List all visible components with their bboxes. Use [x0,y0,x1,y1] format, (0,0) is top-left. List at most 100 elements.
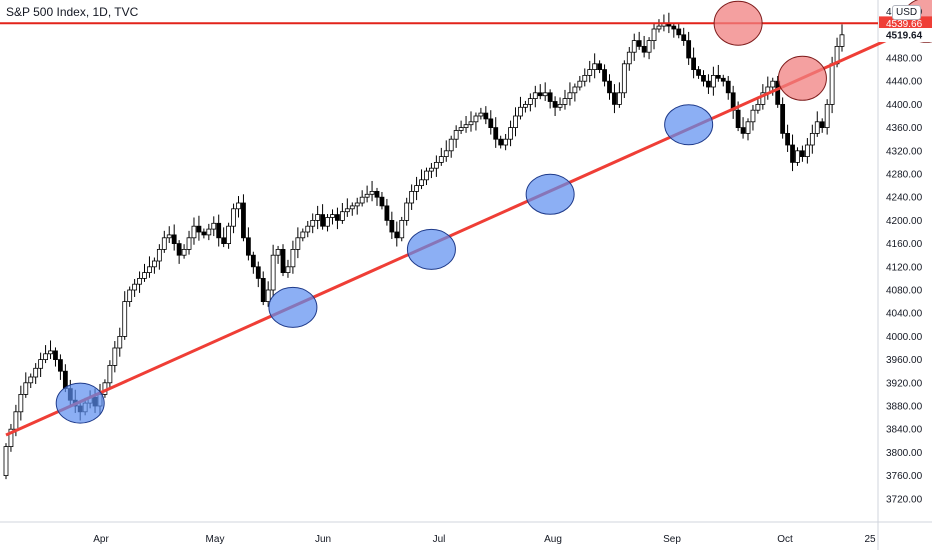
x-tick-label: May [206,534,225,545]
candle-body [646,40,652,53]
candle-body [295,237,301,250]
candle-body [132,283,138,291]
candle-body [597,63,603,70]
x-tick-label: Jul [433,534,446,545]
candle-body [369,190,375,195]
candle-body [43,353,48,360]
candle-body [532,92,538,100]
candle-body [399,219,405,239]
y-axis: 3720.00 3760.00 3800.00 3840.00 3880.00 3920.… [879,7,932,505]
candle-body [8,428,14,448]
candle-body [231,208,236,227]
candle-body [270,254,276,291]
y-tick-label: 4400.00 [886,100,923,111]
candle-body [429,167,434,172]
candle-body [706,80,711,88]
y-tick-label: 3920.00 [886,378,923,389]
candle-body [349,205,355,210]
candle-body [790,144,795,163]
candle-body [814,121,820,134]
candle-body [542,92,548,97]
candle-body [819,121,825,129]
y-tick-label: 3800.00 [886,448,923,459]
candle-body [315,214,321,221]
candle-body [607,80,612,94]
candle-body [107,364,113,384]
candle-body [795,150,800,163]
trend-line [5,18,932,437]
candle-body [740,127,746,134]
candle-body [419,179,424,187]
candle-body [557,104,563,108]
support-touch-circle [55,382,105,424]
candle-body [260,277,266,302]
candle-body [785,132,790,146]
candle-body [161,237,167,250]
candle-body [513,115,518,129]
candle-body [147,266,152,273]
candle-body [33,367,39,378]
candle-body [236,202,241,210]
candle-body [582,75,588,82]
support-touch-circle [406,228,456,270]
candle-body [755,104,761,111]
candle-body [320,214,325,227]
candle-body [216,222,222,239]
candle-body [344,208,350,213]
candle-body [498,138,504,146]
y-tick-label: 4440.00 [886,77,923,88]
y-tick-label: 4280.00 [886,170,923,181]
candle-body [122,301,128,337]
candle-body [691,57,696,70]
candle-body [473,115,479,123]
candle-body [602,69,607,82]
candle-body [458,127,464,131]
candle-body [587,69,593,76]
last-price-label: 4519.64 [886,31,923,42]
candle-body [414,185,419,192]
candle-body [735,109,741,128]
candle-body [404,202,410,221]
candle-body [339,211,345,221]
candle-body [567,92,573,100]
candle-body [186,237,192,250]
candle-body [508,127,513,140]
candle-body [537,92,543,97]
candle-body [725,80,731,94]
candle-body [527,98,533,105]
x-tick-label: Aug [544,534,562,545]
candle-body [656,25,662,30]
candle-body [626,51,632,65]
candle-body [335,214,340,221]
y-tick-label: 4240.00 [886,193,923,204]
candle-body [310,219,316,227]
candle-body [547,92,553,102]
currency-badge[interactable]: USD [892,5,922,20]
candle-body [631,40,637,53]
x-axis: Apr May Jun Jul Aug Sep Oct 25 [93,534,876,545]
candle-body [112,347,118,366]
y-tick-label: 3960.00 [886,355,923,366]
candle-body [191,225,197,239]
candle-body [166,234,172,239]
resistance-price-label: 4539.66 [886,19,923,30]
candle-body [300,231,306,239]
y-tick-label: 3840.00 [886,425,923,436]
candle-body [3,446,9,477]
x-tick-label: 25 [864,534,876,545]
candle-body [255,266,261,279]
last-price-tag [879,28,932,43]
candle-body [681,34,687,41]
candle-body [453,130,459,140]
candle-body [720,77,726,82]
candle-body [206,228,212,236]
candle-body [152,260,157,268]
candle-body [48,350,53,355]
candle-body [354,202,360,207]
candle-body [156,248,162,262]
y-tick-label: 4040.00 [886,309,923,320]
candle-body [285,266,291,273]
candle-body [176,243,182,256]
